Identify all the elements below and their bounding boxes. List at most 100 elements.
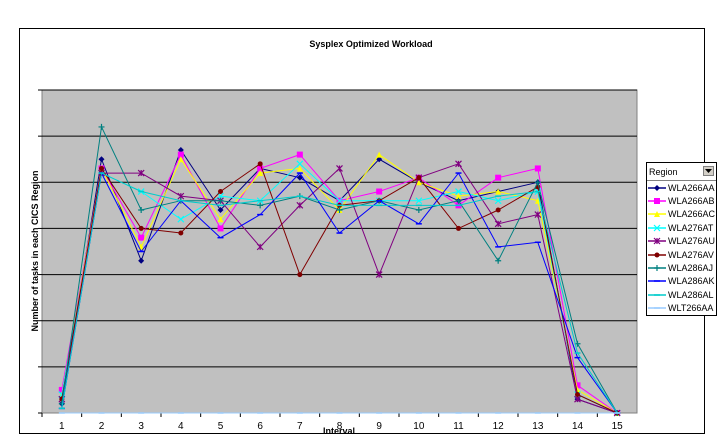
data-point [217, 216, 224, 223]
data-point [138, 225, 144, 231]
data-point [415, 206, 422, 213]
data-point [217, 225, 224, 232]
dropdown-arrow-icon[interactable] [703, 166, 714, 176]
data-point [217, 197, 224, 204]
data-point [416, 175, 422, 181]
legend-label: WLA286AL [668, 289, 714, 300]
data-point [257, 170, 264, 177]
data-point [257, 165, 264, 172]
series-wla286al [58, 172, 621, 414]
gridlines [38, 89, 637, 414]
legend-swatch [648, 211, 666, 218]
data-point [455, 197, 462, 204]
data-point [495, 174, 502, 181]
x-tick-label: 13 [532, 421, 544, 432]
data-point [534, 179, 541, 186]
legend-swatch [648, 280, 666, 283]
data-point [297, 272, 303, 278]
data-point [574, 382, 581, 389]
legend-swatch [648, 265, 666, 272]
data-point [177, 146, 184, 153]
legend-title: Region [649, 166, 678, 177]
legend-marker [653, 224, 661, 232]
legend: Region WLA266AA WLA266AB WLA266AC WLA276AT W… [646, 162, 717, 316]
data-point [455, 193, 462, 200]
data-point [415, 197, 423, 205]
data-point [376, 188, 383, 195]
legend-item: WLA266AA [647, 181, 716, 194]
legend-label: WLA286AJ [668, 263, 714, 274]
legend-swatch [648, 237, 666, 245]
legend-label: WLA276AV [668, 249, 714, 260]
chart-title: Sysplex Optimized Workload [309, 39, 432, 49]
data-point [455, 188, 462, 195]
data-point [575, 392, 580, 398]
data-point [296, 160, 304, 168]
legend-item: WLT266AA [647, 302, 716, 315]
x-tick-label: 5 [218, 421, 224, 432]
x-tick-label: 12 [493, 421, 505, 432]
x-tick-label: 10 [413, 421, 425, 432]
data-point [256, 243, 264, 251]
y-axis-label: Number of tasks in each CICS Region [30, 170, 40, 331]
legend-item: WLA276AT [647, 221, 716, 234]
data-point [137, 169, 145, 177]
data-point [415, 179, 422, 186]
x-tick-label: 8 [337, 421, 343, 432]
legend-label: WLT266AA [668, 303, 714, 314]
data-point [455, 160, 462, 168]
data-point [177, 151, 184, 158]
x-tick-label: 2 [99, 421, 105, 432]
legend-marker [654, 184, 660, 191]
x-tick-label: 14 [572, 421, 584, 432]
legend-marker [654, 198, 660, 205]
legend-item: WLA266AC [647, 208, 716, 221]
legend-item: WLA276AV [647, 248, 716, 261]
x-tick-label: 3 [138, 421, 144, 432]
legend-item: WLA286AL [647, 288, 716, 301]
data-point [296, 151, 303, 158]
legend-label: WLA276AT [668, 222, 714, 233]
data-point [336, 197, 343, 205]
x-tick-label: 4 [178, 421, 184, 432]
data-point [376, 151, 383, 158]
legend-swatch [648, 184, 666, 191]
data-point [534, 165, 541, 172]
data-point [99, 165, 104, 171]
legend-marker [654, 252, 660, 258]
data-point [138, 206, 145, 213]
legend-item: WLA266AB [647, 194, 716, 207]
data-point [217, 206, 224, 213]
data-point [574, 395, 581, 403]
data-point [296, 165, 303, 172]
data-point [376, 156, 383, 163]
data-point [534, 197, 541, 204]
legend-label: WLA266AC [668, 209, 716, 220]
plot-area [41, 89, 638, 414]
legend-marker [654, 211, 660, 218]
x-tick-label: 7 [297, 421, 303, 432]
legend-item: WLA286AJ [647, 261, 716, 274]
data-point [58, 386, 65, 393]
legend-item: WLA286AK [647, 275, 716, 288]
x-axis-label: Interval [323, 426, 355, 436]
x-tick-label: 15 [612, 421, 624, 432]
legend-marker [653, 237, 661, 245]
data-point [218, 189, 223, 195]
data-point [495, 207, 501, 213]
legend-label: WLA266AA [668, 182, 715, 193]
legend-label: WLA266AB [668, 196, 715, 207]
legend-swatch [648, 198, 666, 205]
data-point [494, 197, 502, 205]
legend-region-dropdown[interactable]: Region [647, 163, 716, 181]
x-axis-ticks: 1 2 3 4 5 6 7 8 9 10 11 12 13 14 15 [41, 413, 624, 432]
legend-swatch [648, 224, 666, 232]
legend-swatch [648, 307, 666, 309]
data-point [495, 188, 502, 195]
data-point [177, 156, 184, 163]
x-tick-label: 9 [376, 421, 382, 432]
data-point [178, 230, 184, 236]
legend-item: WLA276AU [647, 235, 716, 248]
data-point [257, 202, 264, 209]
